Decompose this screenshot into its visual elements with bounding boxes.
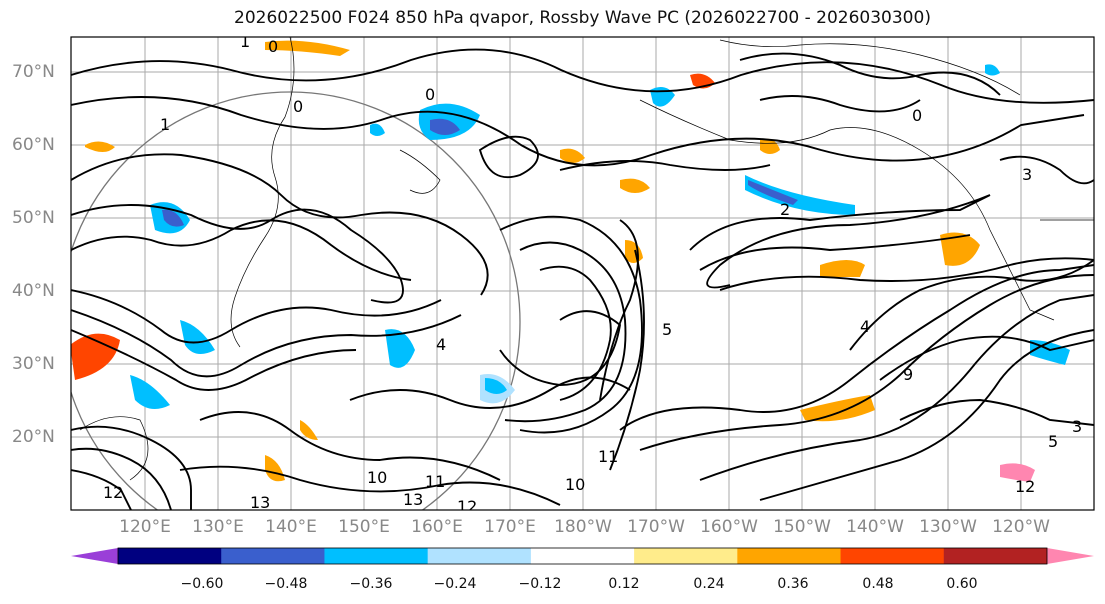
contour-label: 10 (565, 475, 585, 494)
contour-label: 0 (293, 97, 303, 116)
lat-label: 50°N (12, 208, 55, 228)
lon-label: 160°E (411, 517, 463, 537)
contour-label: 4 (436, 335, 446, 354)
contour-label: 3 (1072, 417, 1082, 436)
lon-label: 130°W (919, 517, 977, 537)
contour-label: 5 (1048, 432, 1058, 451)
colorbar-tick-label: −0.48 (264, 576, 308, 592)
colorbar (71, 547, 1094, 565)
lon-label: 130°E (192, 517, 244, 537)
lat-label: 70°N (12, 62, 55, 82)
colorbar-segment (324, 548, 429, 564)
coastlines (79, 37, 1094, 481)
contour-label: 11 (425, 472, 445, 491)
map-title: 2026022500 F024 850 hPa qvapor, Rossby W… (234, 8, 931, 28)
contour-label: 12 (103, 483, 123, 502)
colorbar-segment (118, 548, 222, 564)
contour-label: 12 (1015, 477, 1035, 496)
contour-label: 13 (403, 490, 423, 509)
lon-label: 150°E (338, 517, 390, 537)
colorbar-tick-label: 0.36 (777, 576, 809, 592)
contour-label: 9 (903, 365, 913, 384)
contour-label: 12 (457, 497, 477, 516)
contour-label: 2 (780, 200, 790, 219)
colorbar-segment (737, 548, 842, 564)
colorbar-tick-label: −0.12 (518, 576, 562, 592)
contour-label: 0 (425, 85, 435, 104)
lon-label: 140°W (846, 517, 904, 537)
contour-label: 5 (662, 320, 672, 339)
contour-label: 0 (912, 106, 922, 125)
contour-label: 1 (160, 115, 170, 134)
rossby-wave-circle (71, 91, 521, 510)
colorbar-tick-label: 0.12 (608, 576, 640, 592)
colorbar-tick-label: −0.24 (433, 576, 477, 592)
lon-label: 170°E (484, 517, 536, 537)
lon-label: 120°W (992, 517, 1050, 537)
colorbar-tick-label: 0.60 (946, 576, 978, 592)
contour-label: 3 (1022, 165, 1032, 184)
contour-label: 0 (268, 37, 278, 56)
lon-label: 180°W (554, 517, 612, 537)
colorbar-segment (427, 548, 532, 564)
lat-label: 60°N (12, 135, 55, 155)
colorbar-tick-label: −0.60 (180, 576, 224, 592)
qvapor-contours (71, 48, 1094, 510)
contour-label: 1 (240, 32, 250, 51)
contour-label: 4 (860, 317, 870, 336)
colorbar-extend-right (1047, 548, 1094, 564)
lon-label: 160°W (700, 517, 758, 537)
colorbar-segment (221, 548, 325, 564)
contour-label: 10 (367, 468, 387, 487)
lon-label: 150°W (773, 517, 831, 537)
colorbar-segment (840, 548, 945, 564)
contour-label: 13 (250, 493, 270, 512)
lon-label: 170°W (627, 517, 685, 537)
colorbar-segment (634, 548, 738, 564)
colorbar-segment (943, 548, 1048, 564)
contour-labels: 1 0 0 1 0 0 3 2 5 4 9 10 11 12 13 12 13 … (103, 32, 1082, 516)
colorbar-tick-label: −0.36 (349, 576, 393, 592)
lon-label: 140°E (265, 517, 317, 537)
colorbar-extend-left (71, 548, 118, 564)
lon-label: 120°E (119, 517, 171, 537)
colorbar-segment (530, 548, 635, 564)
lat-label: 30°N (12, 354, 55, 374)
lat-label: 40°N (12, 281, 55, 301)
lat-label: 20°N (12, 427, 55, 447)
contour-label: 11 (598, 447, 618, 466)
colorbar-tick-label: 0.48 (862, 576, 894, 592)
colorbar-tick-label: 0.24 (693, 576, 725, 592)
